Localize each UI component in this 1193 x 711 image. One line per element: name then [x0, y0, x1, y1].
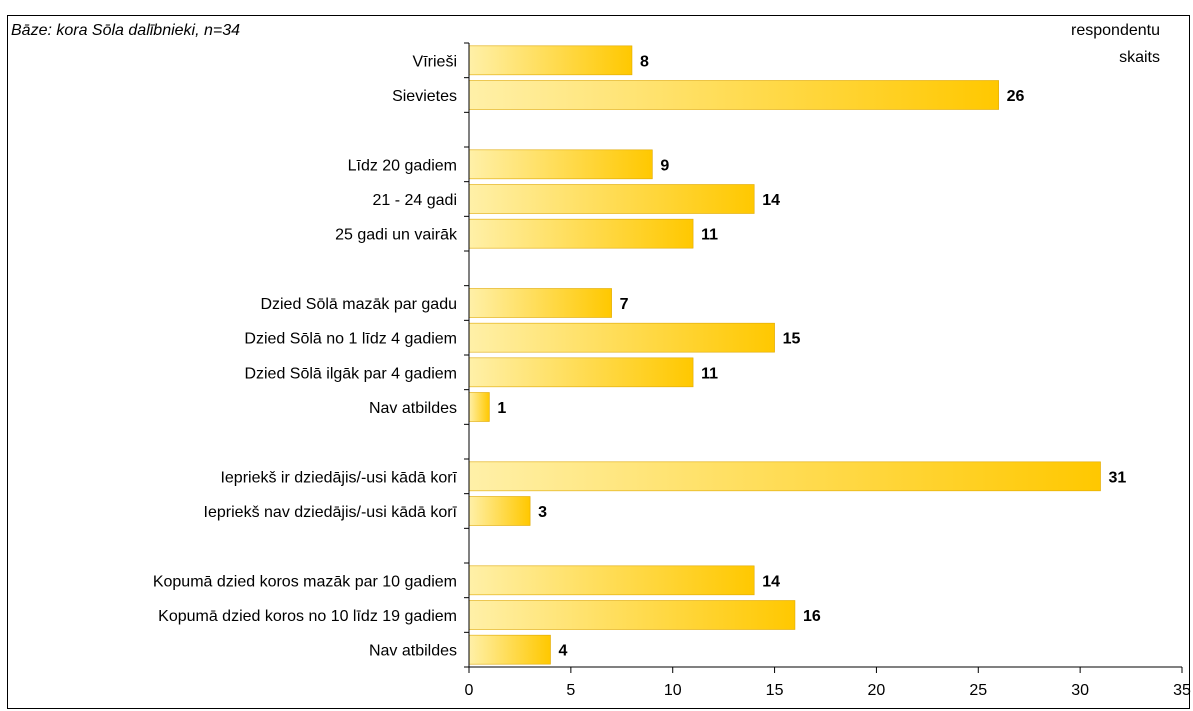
- data-label: 15: [783, 331, 801, 348]
- category-label: 25 gadi un vairāk: [335, 227, 458, 244]
- data-label: 14: [762, 192, 780, 209]
- x-tick-label: 5: [566, 682, 575, 699]
- data-label: 11: [701, 365, 718, 382]
- category-label: Kopumā dzied koros no 10 līdz 19 gadiem: [158, 608, 457, 625]
- unit-label-line2: skaits: [1119, 49, 1160, 66]
- unit-label-line1: respondentu: [1071, 22, 1160, 39]
- category-label: Nav atbildes: [369, 643, 457, 660]
- bar: [468, 600, 796, 630]
- bar: [468, 80, 999, 110]
- bar: [468, 45, 633, 76]
- bar: [468, 184, 755, 214]
- category-label: Iepriekš nav dziedājis/-usi kādā korī: [204, 504, 458, 521]
- x-tick-label: 15: [766, 682, 784, 699]
- bar: [468, 565, 755, 596]
- x-tick-label: 0: [465, 682, 474, 699]
- base-note: Bāze: kora Sōla dalībnieki, n=34: [11, 22, 241, 39]
- category-label: Sievietes: [392, 88, 457, 105]
- bar: [468, 288, 612, 318]
- category-label: Līdz 20 gadiem: [348, 157, 457, 174]
- data-label: 11: [701, 227, 718, 244]
- x-tick-label: 20: [868, 682, 886, 699]
- data-label: 14: [762, 573, 780, 590]
- data-label: 9: [660, 157, 669, 174]
- x-tick-label: 35: [1173, 682, 1191, 699]
- category-label: Dzied Sōlā ilgāk par 4 gadiem: [244, 365, 457, 382]
- category-label: 21 - 24 gadi: [372, 192, 457, 209]
- data-label: 26: [1007, 88, 1025, 105]
- data-label: 7: [620, 296, 629, 313]
- bar: [468, 392, 490, 422]
- bar: [468, 322, 775, 353]
- category-label: Dzied Sōlā mazāk par gadu: [260, 296, 457, 313]
- x-tick-label: 25: [969, 682, 987, 699]
- data-label: 16: [803, 608, 821, 625]
- category-label: Dzied Sōlā no 1 līdz 4 gadiem: [244, 331, 457, 348]
- category-label: Iepriekš ir dziedājis/-usi kādā korī: [220, 469, 457, 486]
- bar: [468, 496, 531, 526]
- bar: [468, 149, 653, 180]
- data-label: 1: [497, 400, 506, 417]
- data-label: 31: [1109, 469, 1127, 486]
- data-label: 3: [538, 504, 547, 521]
- x-tick-label: 10: [664, 682, 682, 699]
- category-label: Vīrieši: [413, 53, 457, 70]
- data-label: 8: [640, 53, 649, 70]
- x-tick-label: 30: [1071, 682, 1089, 699]
- data-label: 4: [558, 643, 567, 660]
- bar: [468, 357, 694, 388]
- category-label: Nav atbildes: [369, 400, 457, 417]
- category-label: Kopumā dzied koros mazāk par 10 gadiem: [153, 573, 457, 590]
- bar: [468, 218, 694, 249]
- bar: [468, 461, 1101, 492]
- bar: [468, 634, 551, 665]
